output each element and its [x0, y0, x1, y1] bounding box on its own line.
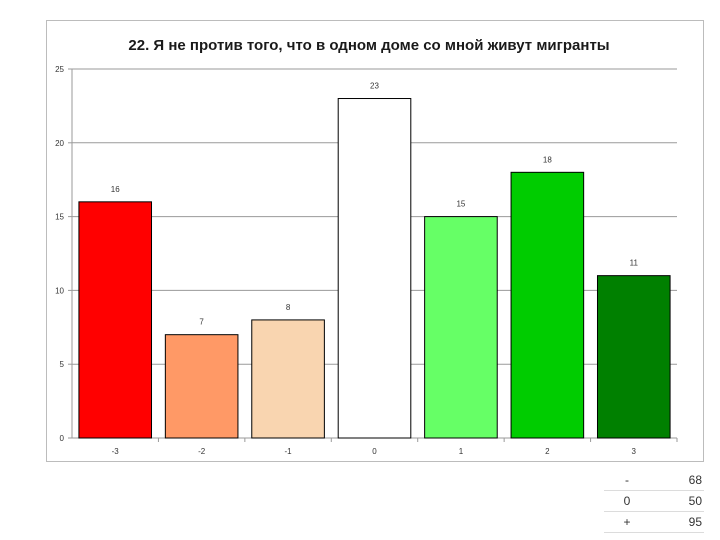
bar — [424, 216, 498, 439]
chart-title: 22. Я не против того, что в одном доме с… — [128, 37, 609, 54]
data-label: 7 — [199, 318, 204, 327]
summary-row: 0 50 — [604, 490, 704, 512]
summary-table: - 68 0 50 + 95 — [604, 470, 704, 533]
y-tick-label: 15 — [55, 213, 64, 222]
bar — [251, 319, 325, 439]
bar — [510, 171, 585, 439]
data-label: 11 — [630, 259, 639, 268]
summary-value: 95 — [650, 511, 704, 533]
y-axis-ticks: 0 5 10 15 20 25 — [55, 65, 64, 443]
bar — [596, 275, 671, 439]
bar — [164, 334, 239, 439]
summary-label: + — [604, 511, 650, 533]
y-tick-label: 0 — [60, 434, 65, 443]
y-tick-label: 25 — [55, 65, 64, 74]
chart-frame: 22. Я не против того, что в одном доме с… — [46, 20, 704, 462]
y-tick-label: 20 — [55, 139, 64, 148]
summary-label: - — [604, 470, 650, 491]
bars — [78, 98, 671, 439]
x-axis-ticks: -3 -2 -1 0 1 2 3 — [112, 447, 637, 456]
data-label: 15 — [456, 200, 465, 209]
summary-row: + 95 — [604, 511, 704, 533]
data-label: 23 — [370, 82, 379, 91]
x-tick-label: -1 — [285, 447, 293, 456]
x-tick-label: 3 — [632, 447, 637, 456]
data-label: 18 — [543, 155, 552, 164]
data-label: 8 — [286, 303, 291, 312]
y-tick-label: 5 — [60, 360, 65, 369]
x-tick-label: 2 — [545, 447, 550, 456]
data-labels: 16 7 8 23 15 18 11 — [111, 82, 639, 327]
x-tick-label: 1 — [459, 447, 464, 456]
x-tick-label: -2 — [198, 447, 206, 456]
summary-value: 68 — [650, 470, 704, 491]
chart-svg: 22. Я не против того, что в одном доме с… — [55, 37, 678, 456]
data-label: 16 — [111, 185, 120, 194]
bar — [337, 98, 412, 439]
x-tick-label: -3 — [112, 447, 120, 456]
summary-label: 0 — [604, 490, 650, 512]
x-tick-label: 0 — [372, 447, 377, 456]
summary-row: - 68 — [604, 470, 704, 491]
y-tick-label: 10 — [55, 286, 64, 295]
summary-value: 50 — [650, 490, 704, 512]
bar — [78, 201, 153, 439]
